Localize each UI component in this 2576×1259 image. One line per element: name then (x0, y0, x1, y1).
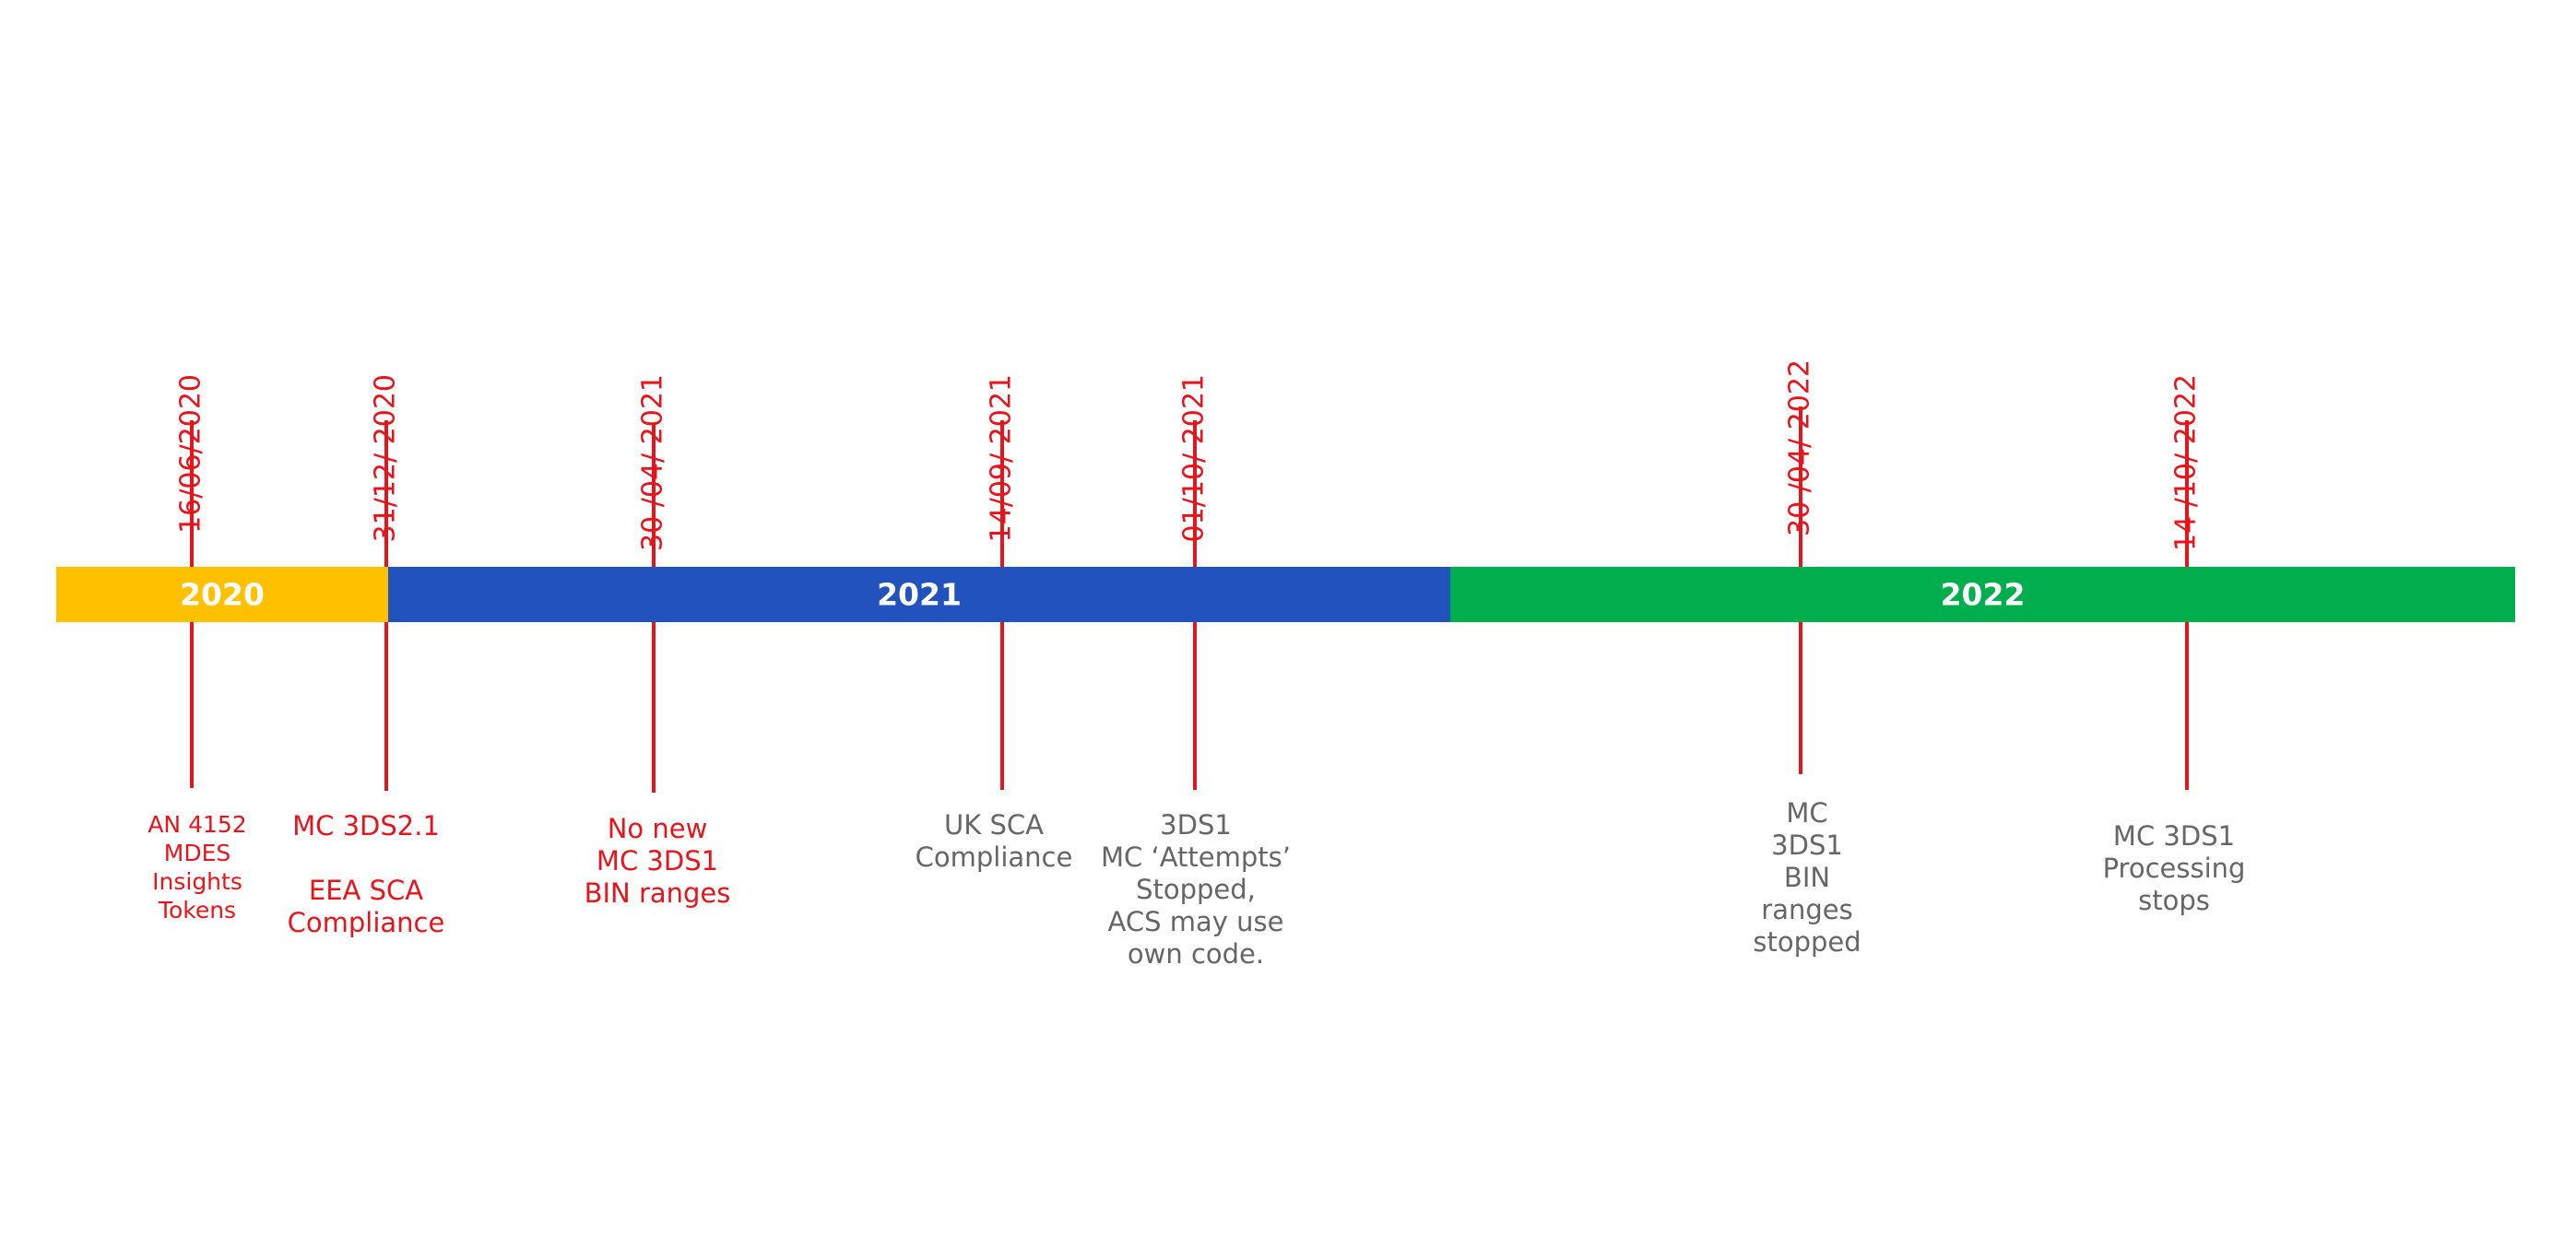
event-note: BIN ranges (585, 877, 731, 909)
event-note: stopped (1753, 926, 1861, 958)
event-note: BIN (1784, 862, 1830, 893)
event-note: 3DS1 (1771, 830, 1843, 861)
event-note: Stopped, (1136, 874, 1256, 905)
event-note: MC 3DS1 (2113, 820, 2235, 852)
event-note: AN 4152 (148, 811, 246, 838)
event-note: 3DS1 (1160, 809, 1232, 841)
event-note: EEA SCA (309, 875, 423, 906)
year-label: 2021 (877, 577, 962, 613)
event-note: ranges (1761, 894, 1852, 925)
year-segment (1450, 567, 2515, 622)
event-note: Insights (152, 868, 242, 895)
event-note: MC 3DS1 (597, 845, 718, 877)
event-note: No new (608, 813, 708, 844)
event-note: ACS may use (1108, 906, 1284, 937)
event-note: stops (2138, 885, 2210, 916)
event-note: Compliance (916, 841, 1073, 873)
event-note: Processing (2103, 853, 2246, 884)
event-note: MC ‘Attempts’ (1101, 841, 1291, 873)
event-note: Compliance (288, 907, 445, 938)
event-note: UK SCA (944, 809, 1044, 841)
year-segment (388, 567, 1450, 622)
event-note: MC 3DS2.1 (292, 810, 440, 841)
year-label: 2020 (180, 577, 265, 613)
year-segment (56, 567, 388, 622)
year-label: 2022 (1941, 577, 2026, 613)
event-note: MC (1786, 797, 1827, 829)
event-note: Tokens (158, 897, 236, 924)
event-note: own code. (1128, 938, 1264, 970)
event-note: MDES (164, 840, 231, 866)
